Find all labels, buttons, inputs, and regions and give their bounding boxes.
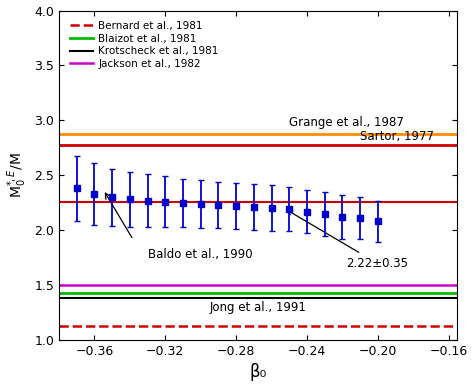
Text: Grange et al., 1987: Grange et al., 1987 [290, 116, 404, 129]
Y-axis label: M$_0^{*,E}$/M: M$_0^{*,E}$/M [6, 152, 29, 198]
Text: 2.22±0.35: 2.22±0.35 [288, 211, 408, 270]
Text: Jong et al., 1991: Jong et al., 1991 [210, 301, 306, 314]
Text: Sartor, 1977: Sartor, 1977 [360, 130, 435, 144]
Legend: Bernard et al., 1981, Blaizot et al., 1981, Krotscheck et al., 1981, Jackson et : Bernard et al., 1981, Blaizot et al., 19… [68, 19, 221, 71]
X-axis label: β₀: β₀ [249, 363, 267, 382]
Text: Baldo et al., 1990: Baldo et al., 1990 [147, 248, 252, 261]
